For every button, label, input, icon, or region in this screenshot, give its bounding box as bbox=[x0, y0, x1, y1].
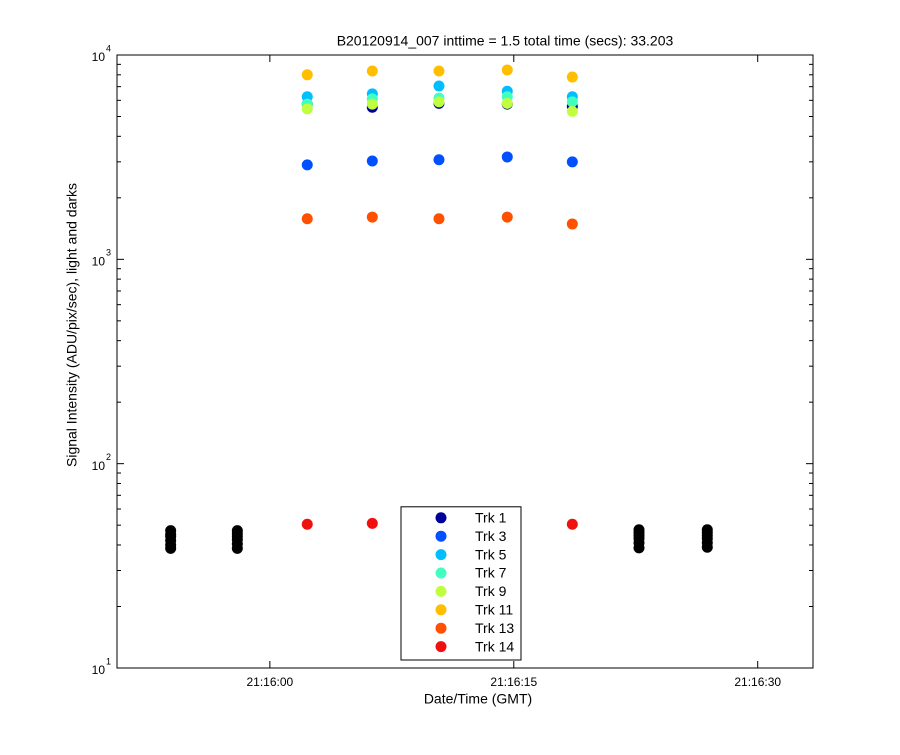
legend-box bbox=[400, 506, 522, 661]
data-point bbox=[701, 541, 713, 553]
data-point bbox=[433, 80, 445, 92]
legend-label: Trk 14 bbox=[475, 638, 514, 654]
data-point bbox=[366, 65, 378, 77]
chart-title: B20120914_007 inttime = 1.5 total time (… bbox=[337, 33, 674, 49]
legend-label: Trk 11 bbox=[475, 602, 513, 618]
legend-label: Trk 1 bbox=[475, 510, 507, 526]
data-point bbox=[301, 518, 313, 530]
data-point bbox=[231, 542, 243, 554]
data-point bbox=[301, 103, 313, 115]
x-tick-label: 21:16:15 bbox=[490, 675, 537, 689]
data-point bbox=[566, 96, 578, 108]
x-tick-label: 21:16:30 bbox=[734, 675, 781, 689]
data-point bbox=[501, 151, 513, 163]
x-axis-label: Date/Time (GMT) bbox=[424, 691, 532, 707]
data-point bbox=[366, 98, 378, 110]
legend-marker bbox=[435, 622, 447, 634]
data-point bbox=[633, 542, 645, 554]
data-point bbox=[433, 65, 445, 77]
y-tick-label: 10 bbox=[92, 50, 106, 64]
data-point bbox=[301, 69, 313, 81]
legend-label: Trk 7 bbox=[475, 565, 507, 581]
legend-marker bbox=[435, 512, 447, 524]
y-axis-label: Signal Intensity (ADU/pix/sec), light an… bbox=[64, 183, 80, 467]
data-point bbox=[433, 96, 445, 108]
legend-label: Trk 5 bbox=[475, 546, 507, 562]
y-tick-exponent: 1 bbox=[106, 656, 111, 666]
x-tick-label: 21:16:00 bbox=[247, 675, 294, 689]
legend: Trk 1 Trk 3 Trk 5 Trk 7 Trk 9 Trk 11 Trk 13 Trk… bbox=[400, 506, 522, 661]
legend-marker bbox=[435, 585, 447, 597]
y-tick-label: 10 bbox=[92, 459, 106, 473]
data-point bbox=[566, 105, 578, 117]
data-point bbox=[566, 518, 578, 530]
data-point bbox=[566, 71, 578, 83]
legend-marker bbox=[435, 604, 447, 616]
data-point bbox=[433, 154, 445, 166]
y-tick-exponent: 3 bbox=[106, 248, 111, 258]
legend-marker bbox=[435, 567, 447, 579]
data-point bbox=[301, 213, 313, 225]
legend-label: Trk 3 bbox=[475, 528, 507, 544]
data-point bbox=[301, 159, 313, 171]
legend-label: Trk 9 bbox=[475, 583, 507, 599]
legend-marker bbox=[435, 641, 447, 653]
data-point bbox=[433, 213, 445, 225]
data-point bbox=[366, 211, 378, 223]
data-point bbox=[366, 155, 378, 167]
data-point bbox=[366, 517, 378, 529]
data-point bbox=[501, 211, 513, 223]
y-tick-exponent: 2 bbox=[106, 452, 111, 462]
legend-marker bbox=[435, 530, 447, 542]
data-point bbox=[165, 542, 177, 554]
data-point bbox=[566, 156, 578, 168]
y-tick-label: 10 bbox=[92, 663, 106, 677]
data-point bbox=[566, 218, 578, 230]
data-point bbox=[501, 97, 513, 109]
legend-label: Trk 13 bbox=[475, 620, 514, 636]
plot-frame bbox=[116, 54, 814, 669]
y-tick-exponent: 4 bbox=[106, 43, 111, 53]
legend-marker bbox=[435, 549, 447, 561]
data-point bbox=[501, 64, 513, 76]
y-tick-label: 10 bbox=[92, 255, 106, 269]
